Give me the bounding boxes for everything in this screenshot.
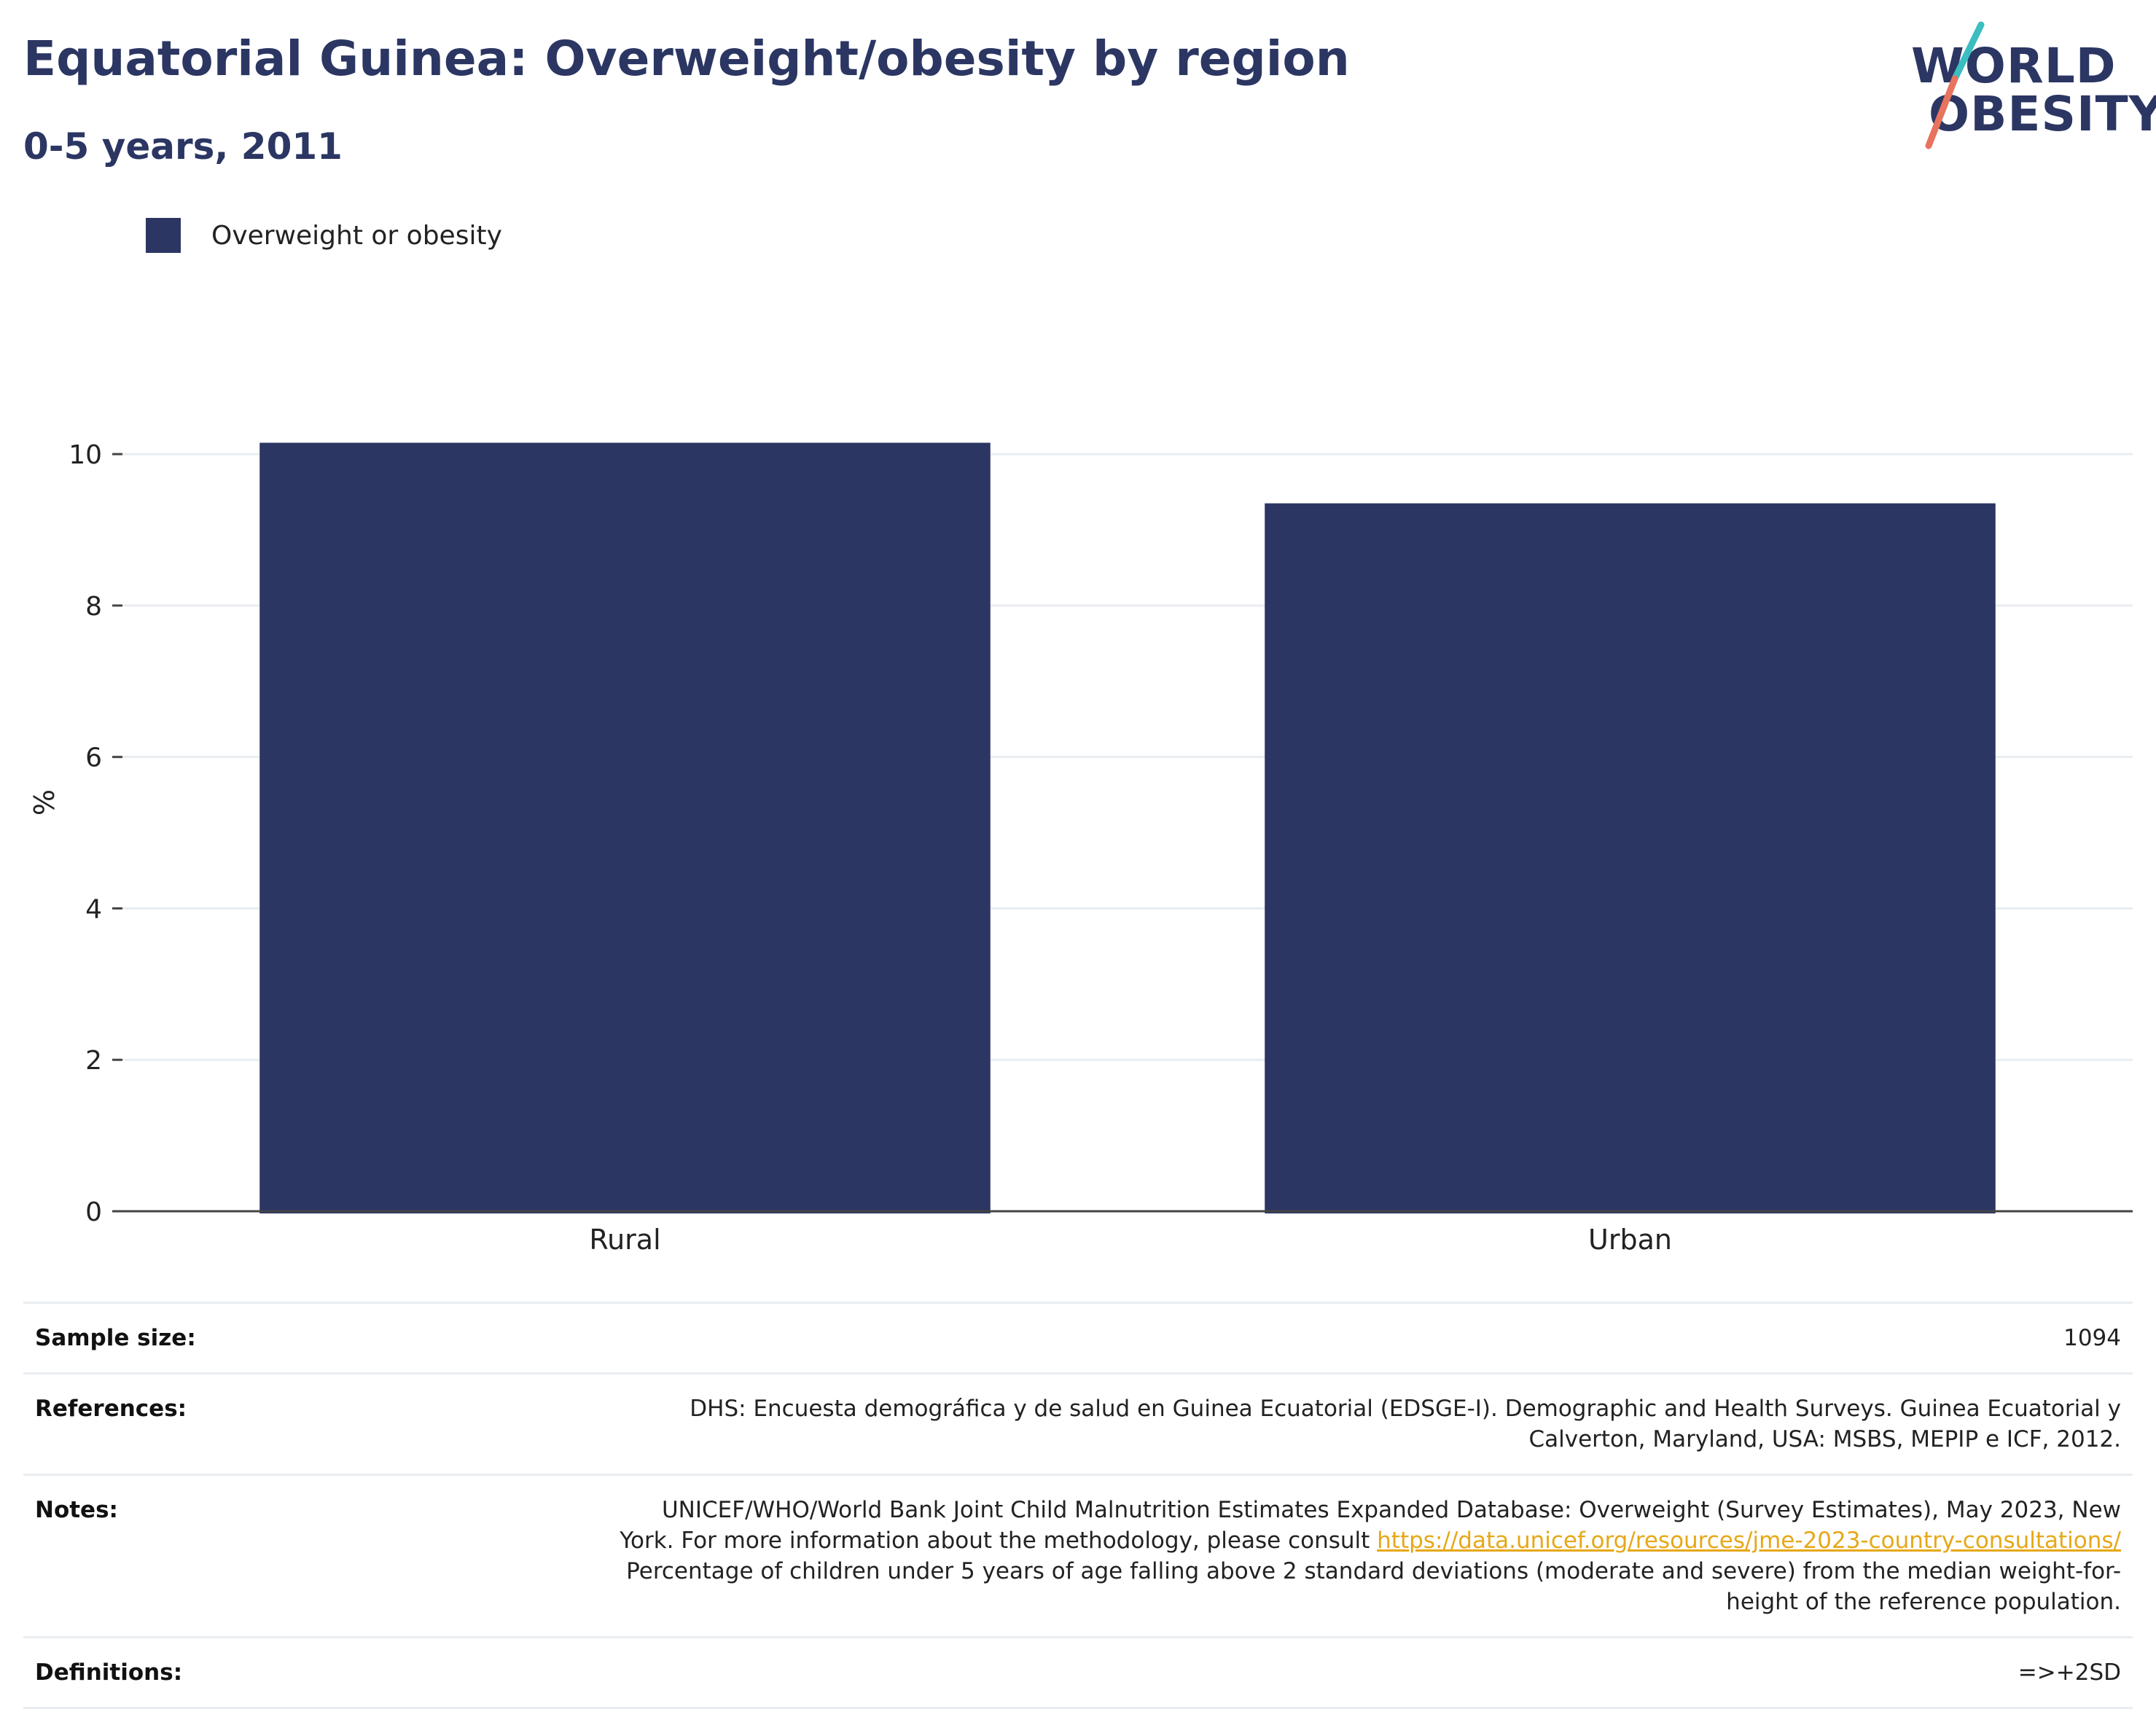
references-value: DHS: Encuesta demográfica y de salud en … — [690, 1396, 2121, 1452]
definitions-row: Definitions: =>+2SD — [23, 1636, 2133, 1709]
logo-slash-icon — [1925, 21, 1985, 149]
logo-line-1: WORLD — [1911, 38, 2117, 94]
notes-row: Notes: UNICEF/WHO/World Bank Joint Child… — [23, 1474, 2133, 1636]
chart-subtitle: 0-5 years, 2011 — [23, 125, 343, 168]
definitions-value: =>+2SD — [2018, 1659, 2121, 1686]
bar-urban — [1265, 503, 1996, 1213]
info-table: Sample size: 1094 References: DHS: Encue… — [23, 1302, 2133, 1709]
logo-line-2: OBESITY — [1929, 86, 2156, 142]
sample-size-row: Sample size: 1094 — [23, 1302, 2133, 1372]
y-axis-label: % — [28, 789, 60, 816]
legend-swatch — [146, 218, 181, 253]
legend-label: Overweight or obesity — [211, 220, 502, 251]
definitions-label: Definitions: — [35, 1659, 183, 1686]
y-tick-label: 6 — [85, 743, 102, 773]
references-label: References: — [35, 1396, 187, 1422]
y-tick-label: 2 — [85, 1046, 102, 1076]
sample-size-value: 1094 — [2063, 1325, 2121, 1351]
notes-text-after: Percentage of children under 5 years of … — [626, 1558, 2121, 1615]
chart-title: Equatorial Guinea: Overweight/obesity by… — [23, 31, 1350, 87]
x-tick-label: Urban — [1588, 1224, 1672, 1256]
y-tick-label: 4 — [85, 894, 102, 924]
sample-size-label: Sample size: — [35, 1325, 196, 1351]
y-tick-label: 8 — [85, 592, 102, 622]
y-tick-label: 10 — [69, 440, 102, 470]
bar-rural — [259, 442, 991, 1213]
references-row: References: DHS: Encuesta demográfica y … — [23, 1372, 2133, 1474]
bar-chart: 0 2 4 6 8 10 Rural Urban% — [28, 440, 2133, 1256]
notes-label: Notes: — [35, 1497, 118, 1523]
world-obesity-logo: WORLD OBESITY — [1902, 20, 2156, 152]
methodology-link[interactable]: https://data.unicef.org/resources/jme-20… — [1377, 1528, 2121, 1554]
x-tick-label: Rural — [589, 1224, 660, 1256]
y-tick-label: 0 — [85, 1197, 102, 1227]
notes-text-before: UNICEF/WHO/World Bank Joint Child Malnut… — [620, 1497, 2121, 1554]
legend: Overweight or obesity — [146, 217, 502, 254]
notes-value: UNICEF/WHO/World Bank Joint Child Malnut… — [605, 1495, 2121, 1617]
